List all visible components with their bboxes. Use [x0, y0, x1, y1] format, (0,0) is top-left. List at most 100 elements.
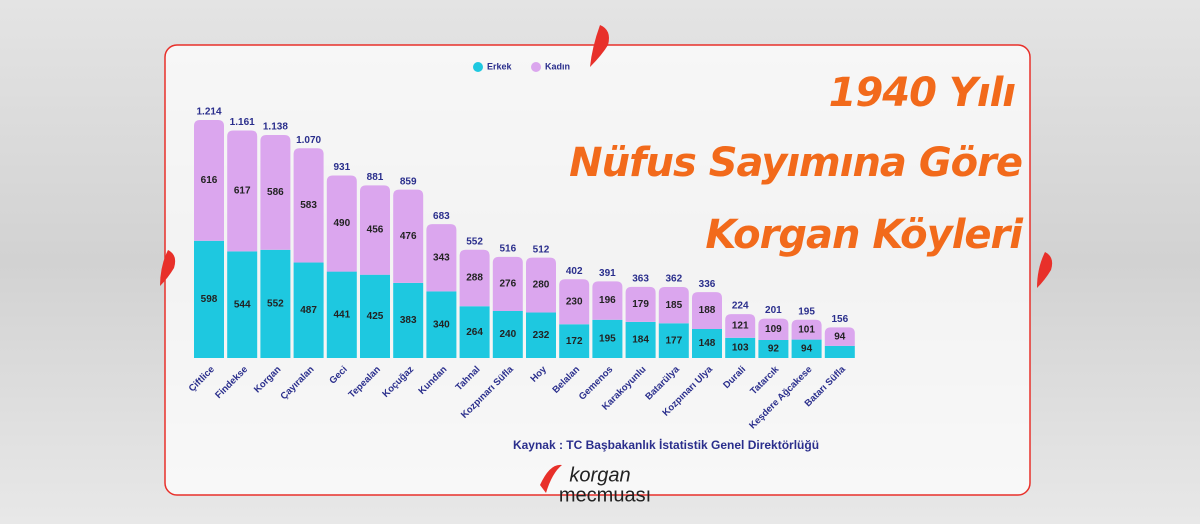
- feather: [1037, 252, 1053, 288]
- bar-segment: [393, 189, 424, 283]
- bar-segment: [326, 175, 357, 272]
- total-label: 931: [333, 162, 350, 173]
- bar-segment: [559, 279, 590, 325]
- data-label: 280: [533, 280, 550, 291]
- data-label: 490: [333, 218, 350, 229]
- bar-segment: [758, 318, 789, 340]
- bar-segment: [459, 249, 490, 307]
- bar-segment: [426, 291, 457, 358]
- bar-segment: [194, 240, 224, 358]
- bar-segment: [194, 120, 224, 241]
- total-label: 224: [732, 301, 749, 312]
- title-line: Nüfus Sayımına Göre: [569, 140, 1022, 186]
- data-label: 544: [234, 299, 251, 310]
- legend-label: Erkek: [487, 61, 513, 71]
- bar-segment: [293, 148, 324, 263]
- data-label: 617: [234, 186, 251, 197]
- legend-label: Kadın: [545, 61, 570, 71]
- data-label: 586: [267, 187, 284, 198]
- feather: [160, 250, 176, 286]
- bar-segment: [625, 321, 656, 358]
- total-label: 1.070: [296, 135, 321, 146]
- total-label: 683: [433, 211, 450, 222]
- data-label: 172: [566, 336, 583, 347]
- total-label: 1.214: [196, 107, 221, 118]
- data-label: 101: [798, 324, 815, 335]
- bar-segment: [360, 185, 390, 275]
- data-label: 94: [834, 331, 846, 342]
- bar-segment: [824, 345, 855, 358]
- data-label: 487: [300, 305, 317, 316]
- bar-segment: [393, 282, 424, 358]
- data-label: 177: [665, 335, 682, 346]
- data-label: 616: [201, 175, 218, 186]
- data-label: 441: [333, 309, 350, 320]
- data-label: 264: [466, 327, 483, 338]
- bar-segment: [227, 251, 258, 358]
- data-label: 552: [267, 299, 284, 310]
- total-label: 1.161: [230, 117, 255, 128]
- total-label: 1.138: [263, 122, 288, 133]
- bar-segment: [526, 257, 556, 313]
- total-label: 336: [699, 279, 716, 290]
- logo-top: korgan: [569, 464, 630, 486]
- bar-segment: [492, 256, 523, 311]
- data-label: 456: [367, 225, 384, 236]
- data-label: 184: [632, 335, 649, 346]
- bar-segment: [692, 328, 722, 358]
- data-label: 240: [499, 329, 516, 340]
- data-label: 185: [665, 300, 682, 311]
- data-label: 109: [765, 324, 782, 335]
- data-label: 188: [699, 305, 716, 316]
- bar-segment: [492, 310, 523, 358]
- total-label: 156: [831, 314, 848, 325]
- data-label: 383: [400, 315, 417, 326]
- total-label: 859: [400, 176, 417, 187]
- bar-segment: [758, 339, 789, 358]
- data-label: 148: [699, 338, 716, 349]
- data-label: 179: [632, 299, 649, 310]
- bar-segment: [725, 314, 756, 338]
- logo-bottom: mecmuası: [559, 484, 651, 506]
- bar-segment: [692, 292, 722, 329]
- legend-swatch: [473, 62, 483, 72]
- bar-segment: [326, 271, 357, 358]
- bar-segment: [824, 327, 855, 346]
- bar-segment: [592, 281, 623, 320]
- bar-segment: [360, 274, 390, 358]
- bar-segment: [260, 134, 291, 250]
- total-label: 195: [798, 306, 815, 317]
- bar-segment: [459, 306, 490, 358]
- bar-segment: [559, 324, 590, 358]
- data-label: 598: [201, 294, 218, 305]
- bar-segment: [227, 130, 258, 252]
- data-label: 343: [433, 252, 450, 263]
- total-label: 516: [499, 244, 516, 255]
- bar-segment: [526, 312, 556, 358]
- total-label: 201: [765, 305, 782, 316]
- bar-segment: [625, 286, 656, 322]
- feather: [590, 25, 609, 67]
- bar-segment: [725, 337, 756, 358]
- data-label: 94: [801, 343, 813, 354]
- bar-segment: [293, 262, 324, 358]
- total-label: 512: [533, 244, 550, 255]
- data-label: 232: [533, 330, 550, 341]
- data-label: 195: [599, 334, 616, 345]
- legend-swatch: [531, 62, 541, 72]
- data-label: 583: [300, 200, 317, 211]
- title-line: 1940 Yılı: [829, 70, 1016, 116]
- bar-segment: [658, 323, 689, 358]
- bar-segment: [791, 339, 822, 358]
- data-label: 121: [732, 321, 749, 332]
- data-label: 230: [566, 296, 583, 307]
- total-label: 552: [466, 236, 483, 247]
- source: Kaynak : TC Başbakanlık İstatistik Genel…: [513, 437, 819, 452]
- total-label: 363: [632, 273, 649, 284]
- bar-segment: [426, 224, 457, 292]
- logo-feather: [540, 464, 562, 493]
- total-label: 362: [665, 274, 682, 285]
- data-label: 103: [732, 343, 749, 354]
- data-label: 288: [466, 273, 483, 284]
